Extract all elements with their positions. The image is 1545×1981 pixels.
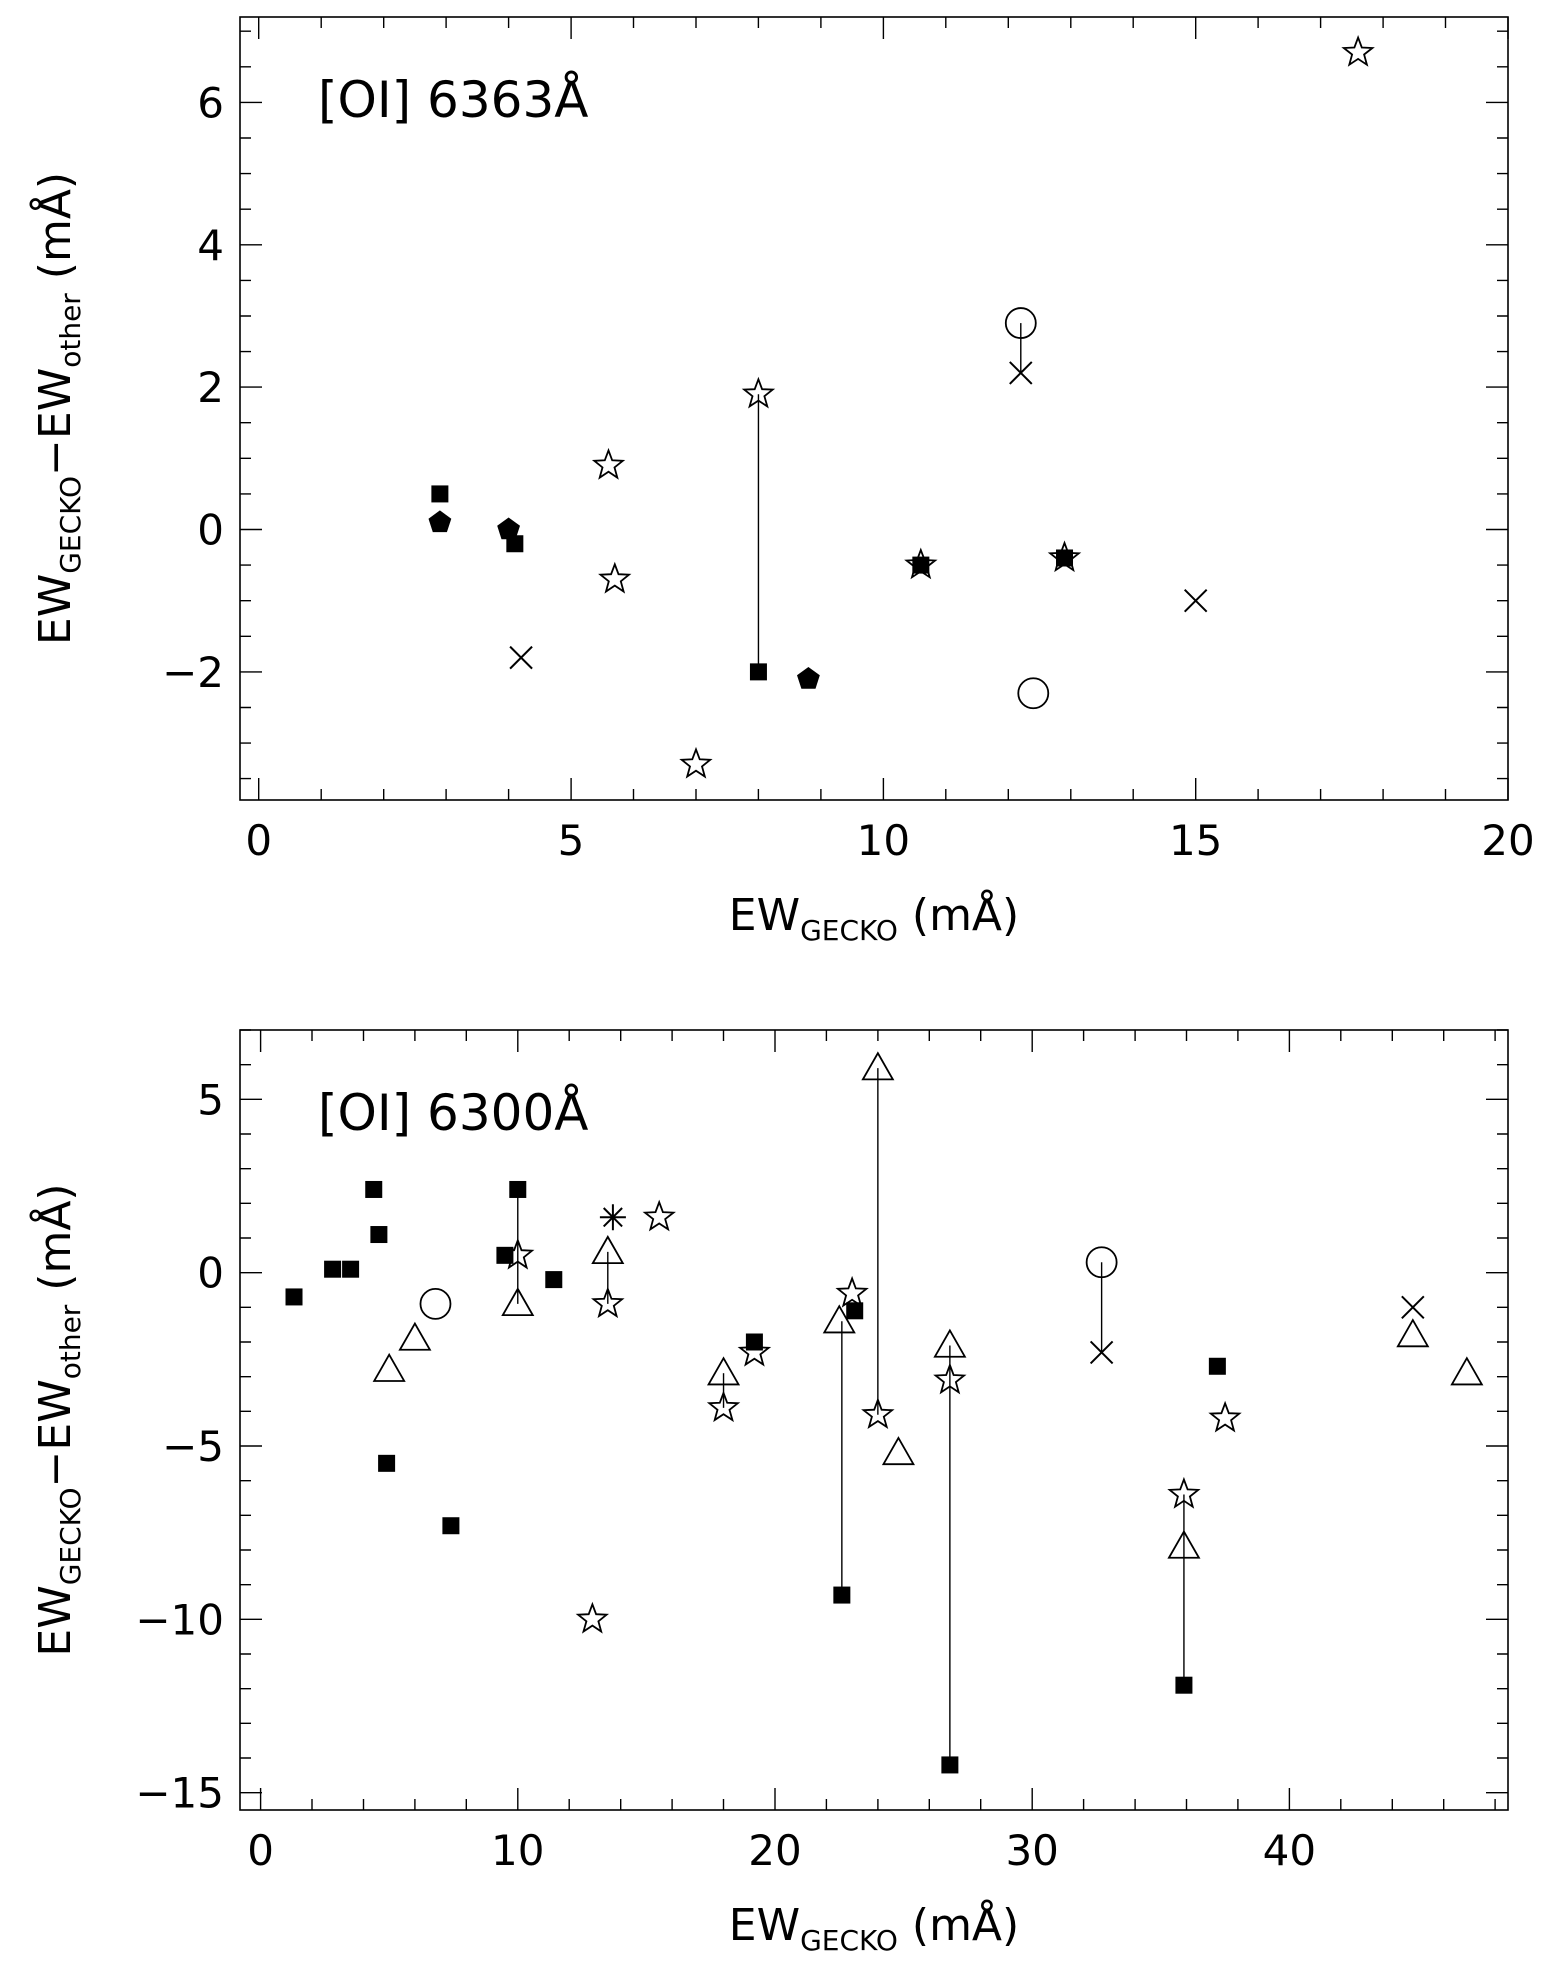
- data-point-filled-square: [442, 1517, 460, 1535]
- x-tick-label: 10: [857, 816, 910, 865]
- y-tick-label: −15: [135, 1769, 224, 1818]
- data-point-filled-square: [846, 1302, 864, 1320]
- data-point-star: [1208, 1400, 1242, 1433]
- data-point-filled-square: [749, 663, 767, 681]
- data-point-cross: [1401, 1295, 1425, 1320]
- panel-title: [OI] 6300Å: [318, 1084, 588, 1142]
- plot-frame: [239, 16, 1509, 801]
- data-point-filled-square: [509, 1180, 527, 1198]
- y-tick-label: −2: [162, 648, 224, 697]
- data-point-asterisk: [599, 1204, 626, 1231]
- data-point-cross: [1009, 361, 1033, 385]
- data-points: [428, 35, 1375, 779]
- x-tick-label: 0: [247, 1826, 274, 1875]
- ticks: [240, 1029, 1508, 1810]
- data-point-triangle: [1167, 1529, 1201, 1559]
- data-point-filled-square: [1175, 1676, 1193, 1694]
- x-axis-label: EWGECKO (mÅ): [729, 1898, 1019, 1957]
- x-tick-label: 10: [491, 1826, 544, 1875]
- data-point-star: [737, 1334, 772, 1367]
- data-point-filled-pentagon: [428, 510, 452, 533]
- y-tick-label: 5: [197, 1075, 224, 1124]
- panel-oi-6300: 0 10 20 30 40 −15 −10 −5 0 5 EWGECKO (mÅ) EWGECKO−E…: [28, 1029, 1509, 1957]
- data-point-star: [1167, 1476, 1201, 1509]
- data-point-star: [679, 746, 713, 779]
- data-point-filled-square: [545, 1271, 563, 1289]
- y-tick-label: −5: [162, 1422, 224, 1471]
- data-point-star: [1341, 35, 1375, 67]
- data-point-triangle: [372, 1352, 406, 1382]
- data-point-star: [591, 1286, 625, 1319]
- data-point-triangle: [822, 1304, 856, 1334]
- data-point-triangle: [861, 1051, 895, 1081]
- data-point-cross: [509, 645, 533, 670]
- data-point-filled-square: [370, 1226, 388, 1244]
- data-point-star: [1047, 540, 1082, 573]
- data-point-filled-square: [324, 1260, 342, 1278]
- data-point-triangle: [881, 1436, 915, 1466]
- panel-oi-6363: 0 5 10 15 20 −2 0 2 4 6 EWGECKO (mÅ) EWGECKO−EWothe…: [28, 16, 1535, 947]
- data-point-star: [575, 1601, 610, 1634]
- y-axis-label: EWGECKO−EWother (mÅ): [28, 172, 87, 645]
- data-point-triangle: [398, 1321, 432, 1351]
- y-tick-label: −10: [135, 1595, 224, 1644]
- data-point-star: [741, 376, 776, 409]
- data-point-filled-pentagon: [797, 667, 820, 689]
- data-point-star: [835, 1275, 869, 1308]
- data-points: [285, 1051, 1484, 1774]
- data-point-filled-square: [285, 1288, 303, 1306]
- data-point-star: [501, 1237, 535, 1270]
- y-tick-label: 6: [197, 78, 224, 127]
- plot-frame: [239, 1029, 1509, 1811]
- data-point-star: [591, 447, 626, 480]
- x-axis-label: EWGECKO (mÅ): [729, 888, 1019, 947]
- data-point-triangle: [591, 1235, 625, 1265]
- connector-lines: [517, 1068, 1185, 1765]
- data-point-filled-square: [833, 1586, 851, 1604]
- data-point-star: [933, 1362, 967, 1395]
- data-point-triangle: [933, 1328, 967, 1358]
- x-tick-label: 20: [1481, 816, 1534, 865]
- data-point-cross: [1089, 1340, 1114, 1365]
- x-tick-label: 5: [558, 816, 585, 865]
- data-point-filled-square: [378, 1454, 396, 1472]
- y-tick-label: 2: [197, 363, 224, 412]
- data-point-filled-square: [1208, 1357, 1226, 1375]
- x-tick-label: 0: [245, 816, 272, 865]
- y-tick-label: 0: [197, 506, 224, 555]
- data-point-star: [904, 547, 938, 580]
- y-tick-label: 0: [197, 1249, 224, 1298]
- x-tick-label: 20: [748, 1826, 801, 1875]
- data-point-star: [706, 1390, 741, 1423]
- data-point-star: [598, 561, 632, 594]
- data-point-triangle: [501, 1287, 535, 1317]
- data-point-open-circle: [419, 1287, 452, 1320]
- data-point-filled-square: [365, 1180, 383, 1198]
- x-tick-label: 15: [1169, 816, 1222, 865]
- data-point-open-circle: [1004, 307, 1037, 339]
- x-tick-label: 30: [1005, 1826, 1058, 1875]
- connector-lines: [757, 323, 1022, 672]
- data-point-star: [861, 1397, 895, 1429]
- data-point-filled-square: [342, 1260, 360, 1278]
- data-point-filled-square: [506, 535, 524, 553]
- data-point-filled-square: [941, 1756, 959, 1774]
- data-point-cross: [1183, 588, 1208, 613]
- data-point-open-circle: [1085, 1246, 1118, 1279]
- data-point-star: [642, 1199, 676, 1232]
- y-tick-label: 4: [197, 221, 224, 270]
- panel-title: [OI] 6363Å: [318, 71, 588, 129]
- data-point-triangle: [706, 1356, 741, 1386]
- y-axis-label: EWGECKO−EWother (mÅ): [28, 1183, 87, 1656]
- x-tick-label: 40: [1263, 1826, 1316, 1875]
- data-point-open-circle: [1017, 677, 1050, 710]
- data-point-triangle: [1396, 1318, 1430, 1348]
- data-point-filled-pentagon: [497, 517, 520, 540]
- ticks: [240, 17, 1509, 800]
- data-point-filled-square: [431, 485, 449, 503]
- data-point-triangle: [1450, 1356, 1484, 1386]
